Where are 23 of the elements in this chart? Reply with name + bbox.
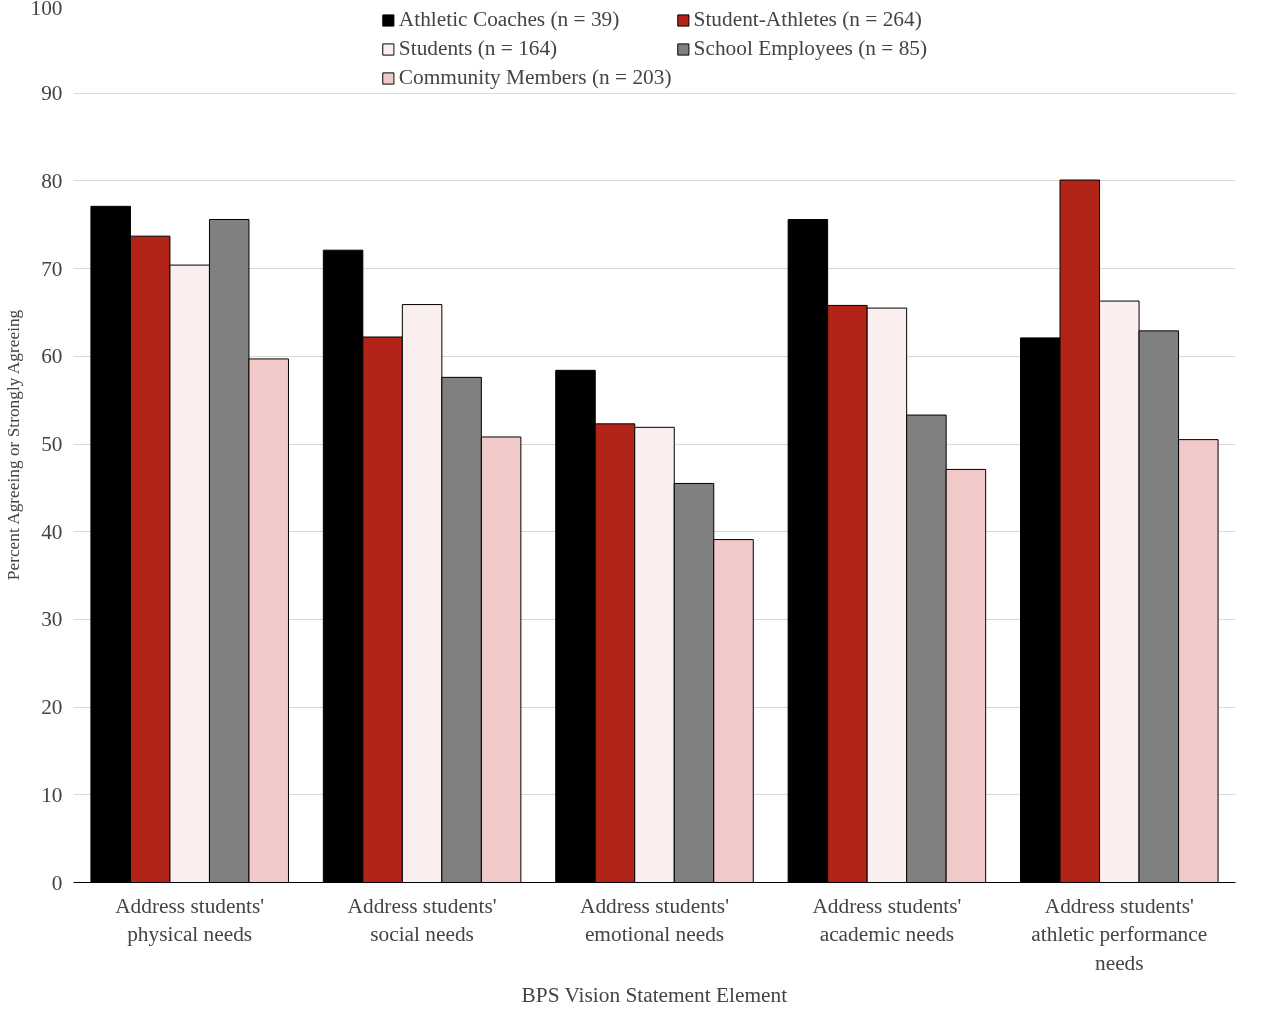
x-tick-label: Address students' social needs xyxy=(347,893,497,947)
y-axis-title: Percent Agreeing or Strongly Agreeing xyxy=(3,309,23,581)
legend-label: Student-Athletes (n = 264) xyxy=(693,7,922,32)
x-tick-label: Address students' academic needs xyxy=(812,893,962,947)
y-tick-label: 100 xyxy=(30,0,63,20)
y-tick-label: 70 xyxy=(41,256,63,281)
x-axis-title: BPS Vision Statement Element xyxy=(521,983,788,1008)
y-tick-label: 90 xyxy=(41,81,63,106)
y-tick-label: 10 xyxy=(41,782,63,807)
x-tick-label: Address students' athletic performance needs xyxy=(1031,893,1208,976)
y-tick-label: 30 xyxy=(41,607,63,632)
legend-label: Athletic Coaches (n = 39) xyxy=(398,7,620,32)
y-tick-label: 20 xyxy=(41,695,63,720)
legend-label: Community Members (n = 203) xyxy=(398,65,672,90)
legend-label: Students (n = 164) xyxy=(398,36,558,61)
y-tick-label: 40 xyxy=(41,519,63,544)
x-tick-label: Address students' emotional needs xyxy=(580,893,730,947)
y-tick-label: 80 xyxy=(41,168,63,193)
y-tick-label: 50 xyxy=(41,432,63,456)
y-tick-label: 60 xyxy=(41,344,63,369)
x-tick-label: Address students' physical needs xyxy=(115,893,265,947)
legend-label: School Employees (n = 85) xyxy=(693,36,928,61)
y-tick-label: 0 xyxy=(51,870,63,895)
